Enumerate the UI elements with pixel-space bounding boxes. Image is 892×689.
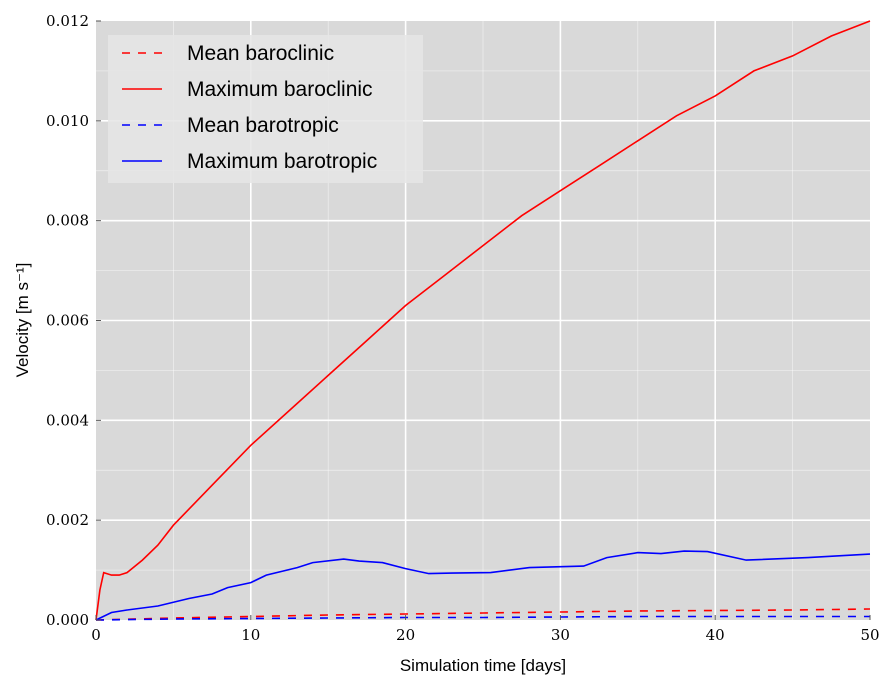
series-line-mean-baroclinic xyxy=(95,608,871,621)
y-tick-label: 0.000 xyxy=(46,611,89,629)
x-tick-label: 0 xyxy=(91,626,101,644)
legend-label: Mean barotropic xyxy=(187,114,339,137)
x-tick-label: 40 xyxy=(706,626,725,644)
x-tick-label: 20 xyxy=(396,626,415,644)
legend-box xyxy=(108,35,423,183)
series-line-mean-barotropic xyxy=(95,615,870,621)
legend-label: Maximum barotropic xyxy=(187,150,377,173)
x-axis-label: Simulation time [days] xyxy=(400,656,566,675)
x-tick-label: 10 xyxy=(241,626,260,644)
y-tick-label: 0.008 xyxy=(46,212,89,230)
y-tick-label: 0.006 xyxy=(46,312,89,330)
y-tick-label: 0.004 xyxy=(46,411,89,429)
ticks: 0 10 20 30 40 50 0.000 0.002 0.004 0.006 0.008 0.01… xyxy=(46,12,880,644)
legend: Mean baroclinic Maximum baroclinic Mean ba… xyxy=(108,35,423,183)
legend-label: Maximum baroclinic xyxy=(187,78,373,101)
x-tick-label: 30 xyxy=(551,626,570,644)
series-line-maximum-baroclinic xyxy=(95,20,871,621)
x-tick-label: 50 xyxy=(860,626,879,644)
y-tick-label: 0.002 xyxy=(46,511,89,529)
y-tick-label: 0.012 xyxy=(46,12,89,30)
legend-label: Mean baroclinic xyxy=(187,42,334,65)
y-tick-label: 0.010 xyxy=(46,112,89,130)
series-line-maximum-barotropic xyxy=(95,550,871,621)
y-axis-label: Velocity [m s⁻¹] xyxy=(13,263,32,378)
series-lines xyxy=(95,20,871,621)
